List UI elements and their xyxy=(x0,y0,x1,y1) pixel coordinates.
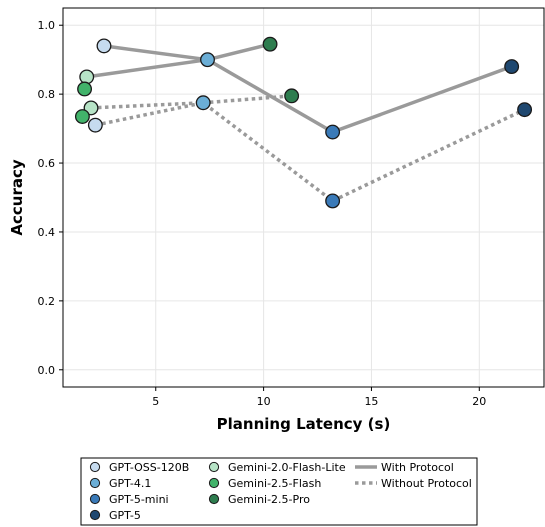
x-axis-label: Planning Latency (s) xyxy=(217,415,391,433)
x-tick-label: 20 xyxy=(472,395,486,408)
point-gpt-4-1-without-protocol xyxy=(195,95,211,111)
legend-label: GPT-5-mini xyxy=(109,493,169,506)
point-gemini-2-5-pro-without-protocol xyxy=(284,88,300,104)
legend-label: Gemini-2.5-Pro xyxy=(228,493,310,506)
without-protocol-line xyxy=(90,94,292,110)
legend-label: GPT-OSS-120B xyxy=(109,461,189,474)
point-gpt-oss-120b-without-protocol xyxy=(87,117,103,133)
y-tick-label: 1.0 xyxy=(38,19,56,32)
point-gpt-5-without-protocol xyxy=(517,102,533,118)
point-gemini-2-0-flash-lite-with-protocol xyxy=(79,69,95,85)
point-gpt-5-with-protocol xyxy=(504,59,520,75)
legend-label: With Protocol xyxy=(381,461,454,474)
legend-label: Gemini-2.0-Flash-Lite xyxy=(228,461,346,474)
without-protocol-line xyxy=(95,101,526,203)
y-axis-label: Accuracy xyxy=(8,159,26,235)
legend-marker xyxy=(208,493,220,505)
x-tick-label: 15 xyxy=(364,395,378,408)
point-gemini-2-5-pro-with-protocol xyxy=(262,36,278,52)
y-tick-label: 0.4 xyxy=(38,226,56,239)
point-gemini-2-5-flash-with-protocol xyxy=(77,81,93,97)
x-tick-label: 10 xyxy=(257,395,271,408)
point-gpt-5-mini-with-protocol xyxy=(325,124,341,140)
y-tick-label: 0.0 xyxy=(38,364,56,377)
point-gpt-oss-120b-with-protocol xyxy=(96,38,112,54)
legend-box xyxy=(80,457,478,526)
legend-label: Gemini-2.5-Flash xyxy=(228,477,321,490)
y-tick-label: 0.8 xyxy=(38,88,56,101)
x-tick-label: 5 xyxy=(152,395,159,408)
connecting-lines xyxy=(84,42,526,203)
legend-marker xyxy=(208,477,220,489)
legend-marker xyxy=(89,493,101,505)
with-protocol-line xyxy=(84,42,272,79)
axis-ticks: 5 10 15 20 0.0 0.2 0.4 0.6 0.8 1.0 xyxy=(38,19,487,408)
legend-label: Without Protocol xyxy=(381,477,472,490)
grid xyxy=(63,8,544,387)
point-gpt-5-mini-without-protocol xyxy=(325,193,341,209)
legend-marker xyxy=(89,461,101,473)
point-gpt-4-1-with-protocol xyxy=(200,52,215,68)
with-protocol-line xyxy=(102,44,514,134)
legend-marker xyxy=(89,509,101,521)
legend: GPT-OSS-120B GPT-4.1 GPT-5-mini GPT-5 Gemini… xyxy=(80,457,478,526)
legend-marker xyxy=(89,477,101,489)
y-tick-label: 0.2 xyxy=(38,295,56,308)
point-gemini-2-5-flash-without-protocol xyxy=(74,109,90,124)
legend-marker xyxy=(208,461,220,473)
data-points xyxy=(74,36,533,209)
legend-label: GPT-4.1 xyxy=(109,477,151,490)
legend-label: GPT-5 xyxy=(109,509,141,522)
y-tick-label: 0.6 xyxy=(38,157,56,170)
plot-frame xyxy=(62,7,545,388)
